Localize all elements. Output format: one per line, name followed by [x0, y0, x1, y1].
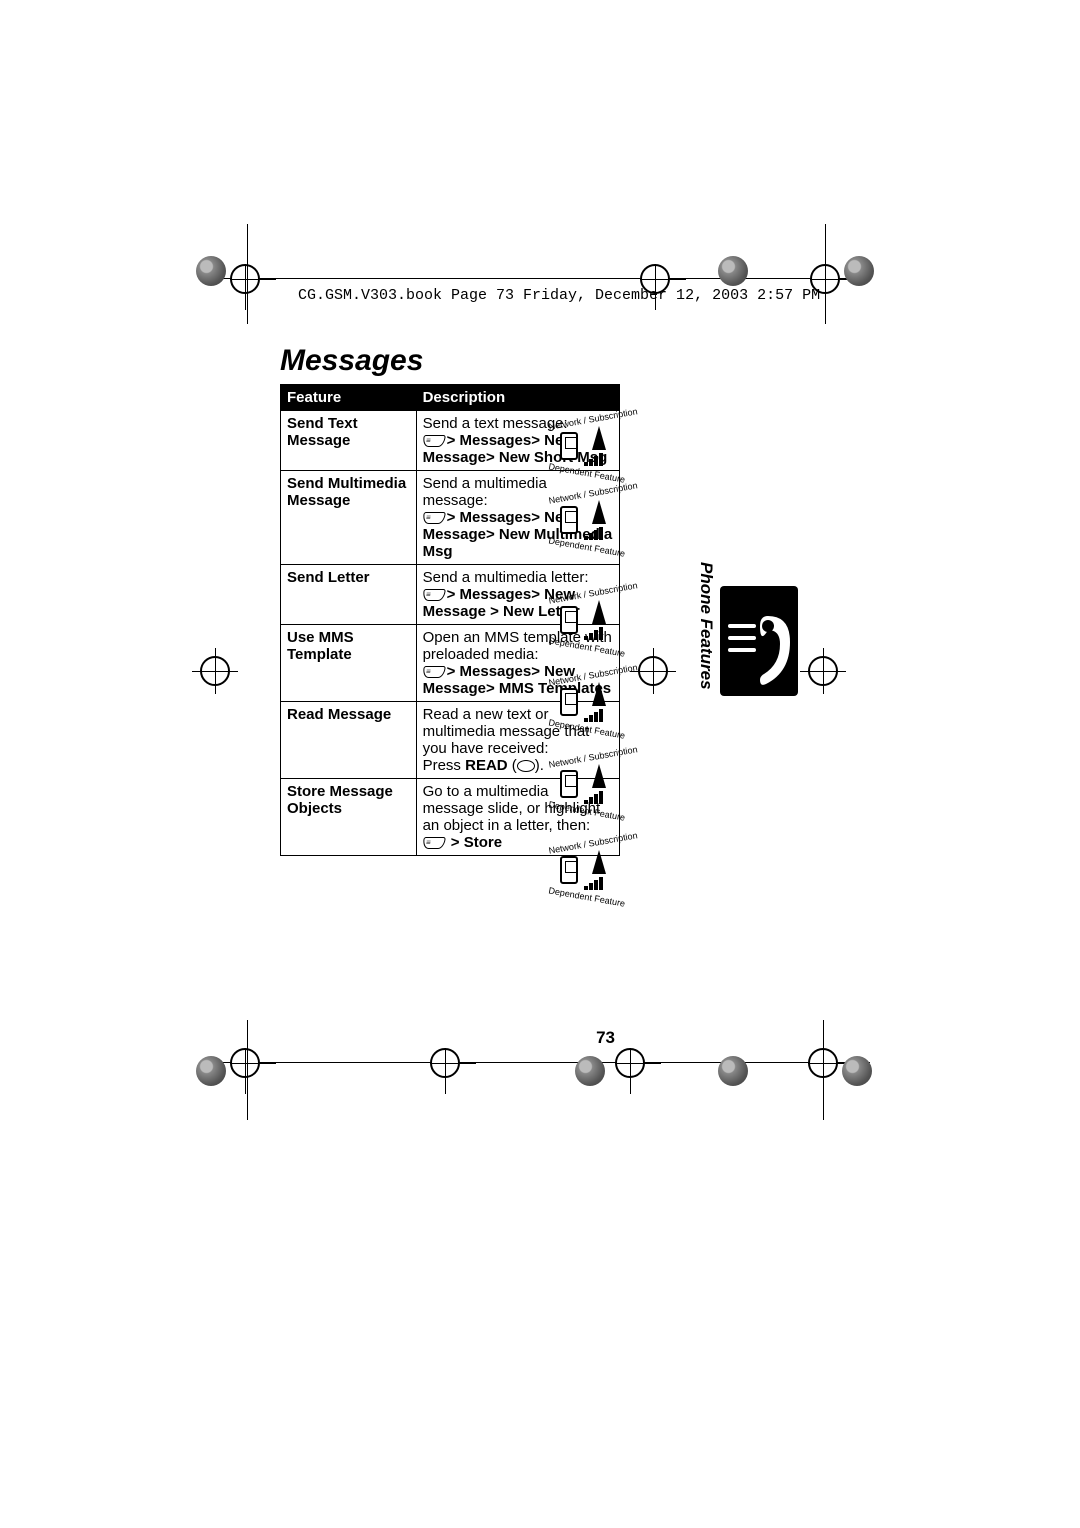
feature-cell: Use MMS Template [281, 625, 417, 702]
feature-cell: Read Message [281, 702, 417, 779]
document-page: CG.GSM.V303.book Page 73 Friday, Decembe… [0, 0, 1080, 1528]
reg-mark-ml [200, 656, 246, 702]
side-tab: Phone Features [692, 556, 802, 701]
crop-rule-tr-v [825, 224, 826, 324]
network-dependent-icon: Network / SubscriptionDependent Feature [554, 840, 614, 900]
network-dependent-icon: Network / SubscriptionDependent Feature [554, 672, 614, 732]
feature-cell: Send Multimedia Message [281, 471, 417, 565]
desc-intro: Send a multimedia letter: [423, 569, 613, 586]
feature-cell: Send Text Message [281, 411, 417, 471]
net-icon-badge [560, 682, 608, 722]
path-text: > Store [447, 834, 502, 851]
crop-rule-tl-v [247, 224, 248, 324]
crop-rule-bottom [210, 1062, 870, 1063]
crop-rule-br-v [823, 1020, 824, 1120]
feature-cell: Send Letter [281, 565, 417, 625]
network-dependent-icon: Network / SubscriptionDependent Feature [554, 754, 614, 814]
chapter-tab-icon [720, 586, 798, 696]
feature-cell: Store Message Objects [281, 779, 417, 856]
th-description: Description [416, 385, 619, 411]
press-prefix: Press [423, 757, 466, 774]
reg-mark-bc [430, 1040, 476, 1086]
menu-key-icon: ≡ [422, 512, 446, 524]
chapter-tab-label: Phone Features [696, 556, 716, 696]
th-feature: Feature [281, 385, 417, 411]
section-title: Messages [280, 344, 620, 378]
reg-mark-mr-edge [808, 656, 854, 702]
reg-mark-br-edge [808, 1040, 854, 1086]
press-suffix: ( [508, 757, 517, 774]
crop-rule-top [210, 278, 870, 279]
network-dependent-icon: Network / SubscriptionDependent Feature [554, 590, 614, 650]
crop-rule-bl-v [247, 1020, 248, 1120]
network-dependent-icon: Network / SubscriptionDependent Feature [554, 416, 614, 476]
net-icon-badge [560, 500, 608, 540]
reg-mark-tl [200, 256, 246, 302]
net-icon-badge [560, 764, 608, 804]
net-icon-badge [560, 426, 608, 466]
reg-mark-mr-inner [638, 656, 684, 702]
menu-key-icon: ≡ [422, 589, 446, 601]
net-icon-badge [560, 600, 608, 640]
reg-mark-br-inner [718, 1040, 764, 1086]
page-header-text: CG.GSM.V303.book Page 73 Friday, Decembe… [298, 287, 820, 304]
network-dependent-icon: Network / SubscriptionDependent Feature [554, 490, 614, 550]
net-icon-badge [560, 850, 608, 890]
right-softkey-icon [517, 760, 535, 772]
menu-key-icon: ≡ [422, 435, 446, 447]
page-number: 73 [596, 1028, 615, 1048]
menu-key-icon: ≡ [422, 666, 446, 678]
reg-mark-bl [200, 1040, 246, 1086]
press-end: ). [535, 757, 544, 774]
menu-key-icon: ≡ [422, 837, 446, 849]
press-bold: READ [465, 757, 508, 774]
